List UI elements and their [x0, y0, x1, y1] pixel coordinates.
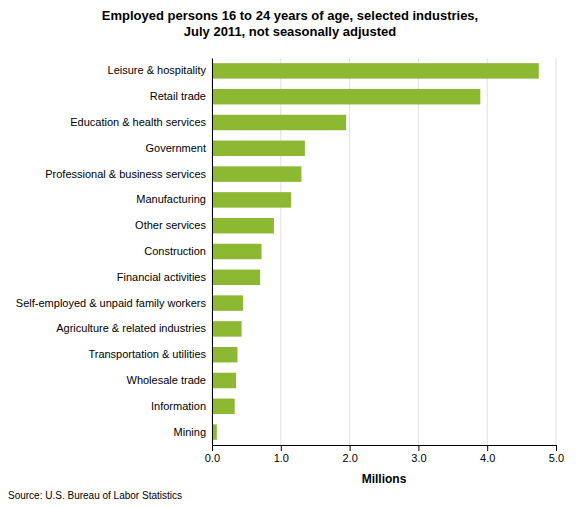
x-tick: 0.0	[205, 445, 220, 464]
bar	[212, 141, 305, 156]
y-tick: Manufacturing	[136, 193, 212, 205]
y-tick-label: Leisure & hospitality	[108, 64, 207, 76]
y-tick-label: Manufacturing	[136, 193, 206, 205]
bar	[212, 347, 237, 362]
title: Employed persons 16 to 24 years of age, …	[102, 8, 478, 39]
y-tick-label: Retail trade	[150, 90, 206, 102]
y-tick-label: Education & health services	[70, 116, 206, 128]
grid-line	[487, 58, 488, 445]
y-tick: Agriculture & related industries	[56, 322, 212, 334]
x-tick-label: 1.0	[274, 452, 289, 464]
x-axis-line	[213, 446, 557, 452]
y-tick: Mining	[174, 426, 212, 438]
x-tick-mark	[418, 445, 419, 451]
y-tick: Other services	[135, 219, 212, 231]
bar	[212, 115, 346, 130]
bars	[212, 63, 539, 440]
x-tick: 3.0	[411, 445, 426, 464]
y-tick-label: Other services	[135, 219, 206, 231]
grid-line	[212, 58, 213, 445]
y-tick: Leisure & hospitality	[108, 64, 212, 76]
y-tick: Education & health services	[70, 116, 212, 128]
bar	[212, 166, 301, 181]
y-tick-label: Construction	[144, 245, 206, 257]
chart: 0.0 1.0 2.0 3.0 4.0 5.0 Leisure & hospitality R…	[0, 0, 580, 507]
x-tick-label: 5.0	[549, 452, 564, 464]
grid	[212, 58, 556, 445]
y-tick: Self-employed & unpaid family workers	[16, 297, 212, 309]
bar	[212, 399, 235, 414]
grid-line	[349, 58, 350, 445]
plot-area: 0.0 1.0 2.0 3.0 4.0 5.0 Leisure & hospitality R…	[16, 58, 564, 464]
x-tick-mark	[487, 445, 488, 451]
y-tick: Wholesale trade	[127, 374, 213, 386]
x-tick: 5.0	[549, 445, 564, 464]
bar	[212, 321, 242, 336]
x-tick: 1.0	[274, 445, 289, 464]
x-tick-label: 3.0	[411, 452, 426, 464]
x-tick: 2.0	[342, 445, 357, 464]
bar	[212, 192, 291, 207]
y-tick-label: Financial activities	[117, 271, 207, 283]
y-tick: Financial activities	[117, 271, 212, 283]
grid-line	[556, 58, 557, 445]
bar	[212, 244, 262, 259]
x-axis-title: Millions	[362, 472, 407, 486]
source: Source: U.S. Bureau of Labor Statistics	[8, 490, 182, 501]
x-tick-label: 0.0	[205, 452, 220, 464]
y-axis-line	[212, 59, 213, 446]
grid-line	[418, 58, 419, 445]
bar	[212, 373, 236, 388]
y-tick: Information	[151, 400, 212, 412]
bar	[212, 295, 243, 310]
y-tick-label: Mining	[174, 426, 206, 438]
y-tick-label: Transportation & utilities	[88, 348, 206, 360]
x-tick-label: 2.0	[342, 452, 357, 464]
y-tick-label: Government	[145, 142, 206, 154]
y-tick: Professional & business services	[45, 168, 212, 180]
x-tick-mark	[281, 445, 282, 451]
bar	[212, 89, 480, 104]
x-tick: 4.0	[480, 445, 495, 464]
bar	[212, 63, 539, 78]
y-tick: Government	[145, 142, 212, 154]
x-tick-mark	[350, 445, 351, 451]
y-tick-label: Professional & business services	[45, 168, 206, 180]
x-tick-mark	[556, 445, 557, 451]
y-tick-label: Self-employed & unpaid family workers	[16, 297, 207, 309]
y-tick: Construction	[144, 245, 212, 257]
x-tick-mark	[212, 445, 213, 451]
bar	[212, 270, 260, 285]
y-tick-label: Information	[151, 400, 206, 412]
y-tick-label: Wholesale trade	[127, 374, 207, 386]
y-axis: Leisure & hospitality Retail trade Educati…	[16, 59, 213, 446]
x-tick-label: 4.0	[480, 452, 495, 464]
bar	[212, 218, 274, 233]
y-tick-label: Agriculture & related industries	[56, 322, 206, 334]
y-tick: Retail trade	[150, 90, 212, 102]
x-axis: 0.0 1.0 2.0 3.0 4.0 5.0	[205, 445, 564, 464]
y-tick: Transportation & utilities	[88, 348, 212, 360]
